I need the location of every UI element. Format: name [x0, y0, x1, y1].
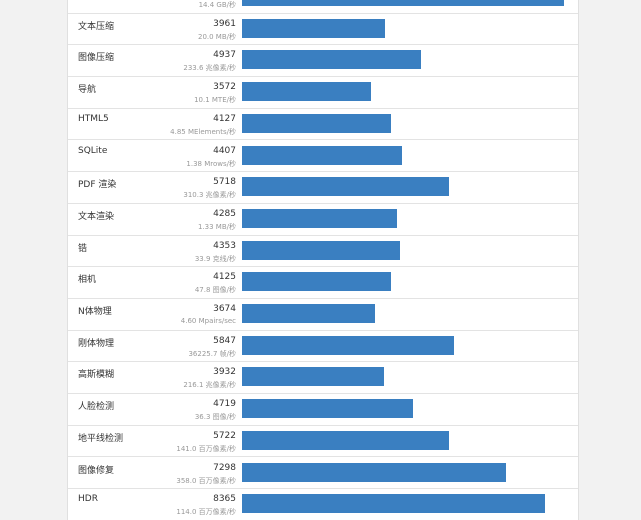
benchmark-bar	[242, 399, 413, 419]
benchmark-name: 地平线检测	[78, 433, 124, 444]
benchmark-unit: 10.1 MTE/秒	[194, 96, 236, 105]
benchmark-name: PDF 渲染	[78, 180, 117, 191]
benchmark-bar	[242, 335, 454, 355]
benchmark-unit: 358.0 百万像素/秒	[176, 476, 236, 485]
benchmark-bar	[242, 82, 372, 102]
benchmark-unit: 14.4 GB/秒	[198, 1, 236, 9]
benchmark-score: 4125	[213, 272, 236, 283]
benchmark-row: 相机 4125 47.8 图像/秒	[68, 267, 578, 299]
benchmark-row: SQLite 4407 1.38 Mrows/秒	[68, 141, 578, 173]
benchmark-bar	[242, 113, 392, 133]
benchmark-name: 图像压缩	[78, 53, 115, 64]
benchmark-name: 相机	[78, 275, 97, 286]
benchmark-unit: 114.0 百万像素/秒	[176, 508, 236, 517]
benchmark-bar	[242, 208, 398, 228]
benchmark-row: HTML5 4127 4.85 MElements/秒	[68, 109, 578, 141]
benchmark-score: 4719	[213, 399, 236, 410]
benchmark-unit: 310.3 兆像素/秒	[183, 191, 236, 200]
benchmark-name: 锆	[78, 243, 88, 254]
benchmark-score: 3932	[213, 367, 236, 378]
benchmark-bar	[242, 18, 386, 38]
benchmark-unit: 36.3 图像/秒	[194, 413, 236, 422]
benchmark-unit: 4.85 MElements/秒	[170, 127, 236, 136]
benchmark-row: 图像压缩 4937 233.6 兆像素/秒	[68, 45, 578, 78]
benchmark-row: 导航 3572 10.1 MTE/秒	[68, 77, 578, 109]
benchmark-row: 图像修复 7298 358.0 百万像素/秒	[68, 458, 578, 490]
benchmark-name: 文本压缩	[78, 21, 115, 32]
benchmark-bar	[242, 304, 376, 323]
benchmark-score: 4285	[213, 208, 236, 219]
benchmark-unit: 1.38 Mrows/秒	[186, 159, 236, 168]
benchmark-row: 文本压缩 3961 20.0 MB/秒	[68, 14, 578, 46]
benchmark-bar	[242, 0, 565, 6]
benchmark-row: 地平线检测 5722 141.0 百万像素/秒	[68, 426, 578, 458]
benchmark-score: 4353	[213, 240, 236, 251]
benchmark-name: N体物理	[78, 307, 112, 317]
benchmark-name: SQLite	[78, 145, 108, 156]
benchmark-score: 4407	[213, 145, 236, 156]
benchmark-row: 锆 4353 33.9 克线/秒	[68, 236, 578, 268]
benchmark-score: 4937	[213, 50, 236, 61]
benchmark-unit: 36225.7 帧/秒	[188, 349, 236, 358]
benchmark-row: N体物理 3674 4.60 Mpairs/sec	[68, 299, 578, 331]
benchmark-name: HTML5	[78, 113, 109, 124]
benchmark-bar	[242, 145, 402, 165]
benchmark-row: 14.4 GB/秒	[68, 0, 578, 14]
benchmark-results-panel: 14.4 GB/秒文本压缩 3961 20.0 MB/秒图像压缩 4937 233.6 …	[67, 0, 579, 520]
benchmark-bar	[242, 240, 400, 260]
benchmark-bar	[242, 272, 392, 292]
benchmark-unit: 4.60 Mpairs/sec	[180, 317, 236, 325]
benchmark-row: 人脸检测 4719 36.3 图像/秒	[68, 394, 578, 426]
benchmark-bar	[242, 367, 385, 387]
benchmark-name: 导航	[78, 85, 97, 96]
benchmark-unit: 47.8 图像/秒	[194, 286, 236, 295]
benchmark-score: 5718	[213, 177, 236, 188]
benchmark-bar	[242, 430, 450, 450]
benchmark-bar	[242, 462, 507, 482]
benchmark-unit: 216.1 兆像素/秒	[183, 381, 236, 390]
benchmark-score: 5722	[213, 430, 236, 441]
benchmark-score: 8365	[213, 494, 236, 505]
benchmark-score: 4127	[213, 113, 236, 124]
benchmark-unit: 141.0 百万像素/秒	[176, 444, 236, 453]
benchmark-name: 图像修复	[78, 465, 115, 476]
benchmark-row: HDR 8365 114.0 百万像素/秒	[68, 489, 578, 520]
benchmark-unit: 20.0 MB/秒	[197, 32, 236, 41]
benchmark-row: 刚体物理 5847 36225.7 帧/秒	[68, 331, 578, 363]
benchmark-name: 高斯模糊	[78, 370, 115, 381]
benchmark-name: HDR	[78, 494, 98, 505]
benchmark-row: 高斯模糊 3932 216.1 兆像素/秒	[68, 362, 578, 395]
benchmark-score: 5847	[213, 335, 236, 346]
benchmark-score: 3572	[213, 82, 236, 93]
benchmark-name: 文本渲染	[78, 211, 115, 222]
benchmark-bar	[242, 50, 421, 70]
benchmark-score: 3961	[213, 18, 236, 29]
benchmark-name: 刚体物理	[78, 338, 115, 349]
benchmark-unit: 1.33 MB/秒	[197, 222, 236, 231]
benchmark-bar	[242, 494, 545, 514]
benchmark-row: 文本渲染 4285 1.33 MB/秒	[68, 204, 578, 236]
benchmark-bar	[242, 177, 450, 197]
benchmark-row: PDF 渲染 5718 310.3 兆像素/秒	[68, 172, 578, 204]
benchmark-name: 人脸检测	[78, 402, 115, 413]
benchmark-unit: 233.6 兆像素/秒	[183, 64, 236, 73]
benchmark-score: 7298	[213, 462, 236, 473]
benchmark-score: 3674	[213, 304, 236, 314]
benchmark-unit: 33.9 克线/秒	[194, 254, 236, 263]
